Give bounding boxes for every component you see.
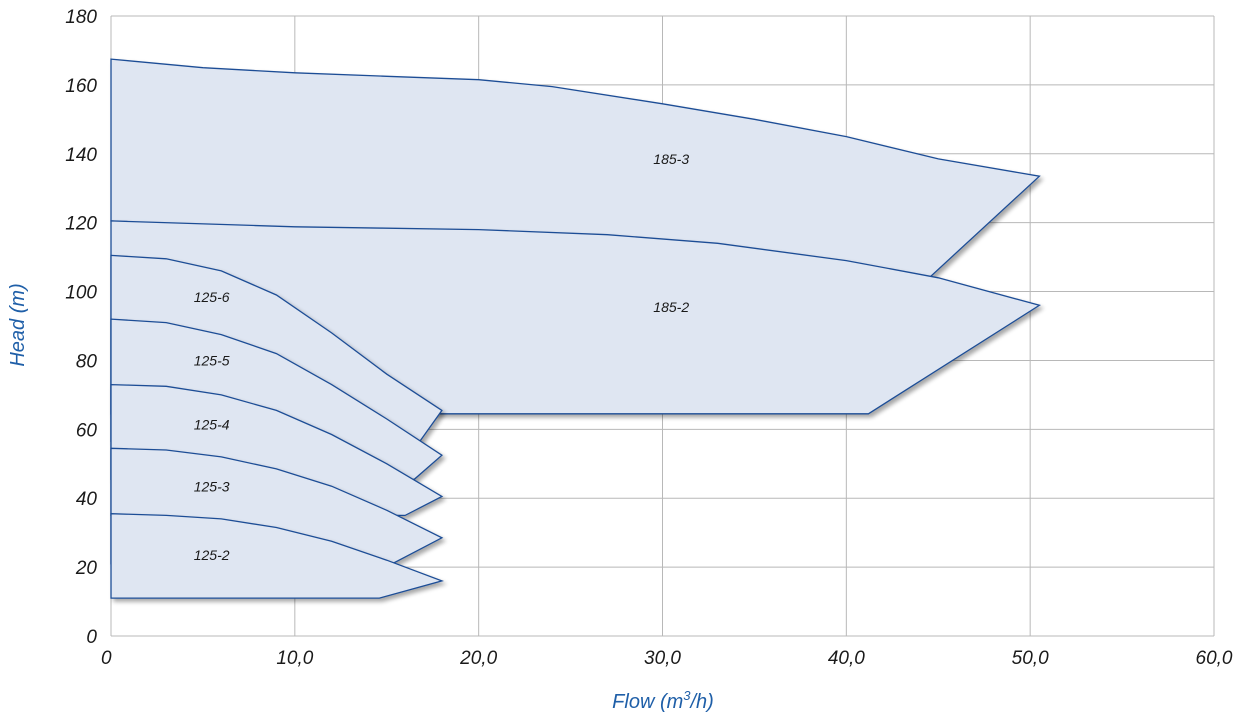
region-label-125-4: 125-4 xyxy=(194,416,230,432)
region-labels: 185-3 185-2 125-6 125-5 125-4 125-3 125-2 xyxy=(194,151,690,563)
x-tick-label: 50,0 xyxy=(1012,648,1049,669)
y-axis-title: Head (m) xyxy=(7,283,29,366)
curve-regions xyxy=(110,58,1041,599)
y-tick-label: 0 xyxy=(86,627,97,648)
y-axis-ticks: 0 20 40 60 80 100 120 140 160 180 xyxy=(65,7,97,648)
y-tick-label: 80 xyxy=(76,351,98,372)
x-tick-label: 60,0 xyxy=(1196,648,1233,669)
region-label-125-6: 125-6 xyxy=(194,289,230,305)
region-125-2 xyxy=(110,513,445,599)
y-tick-label: 180 xyxy=(65,7,97,28)
x-axis-ticks: 0 10,0 20,0 30,0 40,0 50,0 60,0 xyxy=(101,648,1233,669)
x-tick-label: 20,0 xyxy=(459,648,497,669)
region-label-125-5: 125-5 xyxy=(194,353,230,369)
region-label-125-3: 125-3 xyxy=(194,478,230,494)
region-label-185-3: 185-3 xyxy=(653,151,689,167)
region-label-125-2: 125-2 xyxy=(194,547,230,563)
y-tick-label: 140 xyxy=(65,145,97,166)
x-tick-label: 0 xyxy=(101,648,112,669)
y-tick-label: 40 xyxy=(76,489,98,510)
x-tick-label: 40,0 xyxy=(828,648,865,669)
x-tick-label: 30,0 xyxy=(644,648,681,669)
region-label-185-2: 185-2 xyxy=(653,299,689,315)
y-tick-label: 120 xyxy=(65,214,97,235)
y-tick-label: 20 xyxy=(75,558,98,579)
y-tick-label: 100 xyxy=(65,283,97,304)
y-tick-label: 60 xyxy=(76,420,98,441)
x-axis-title: Flow (m3/h) xyxy=(612,688,714,713)
y-tick-label: 160 xyxy=(65,76,97,97)
region-185-3 xyxy=(110,58,1041,279)
x-tick-label: 10,0 xyxy=(276,648,313,669)
